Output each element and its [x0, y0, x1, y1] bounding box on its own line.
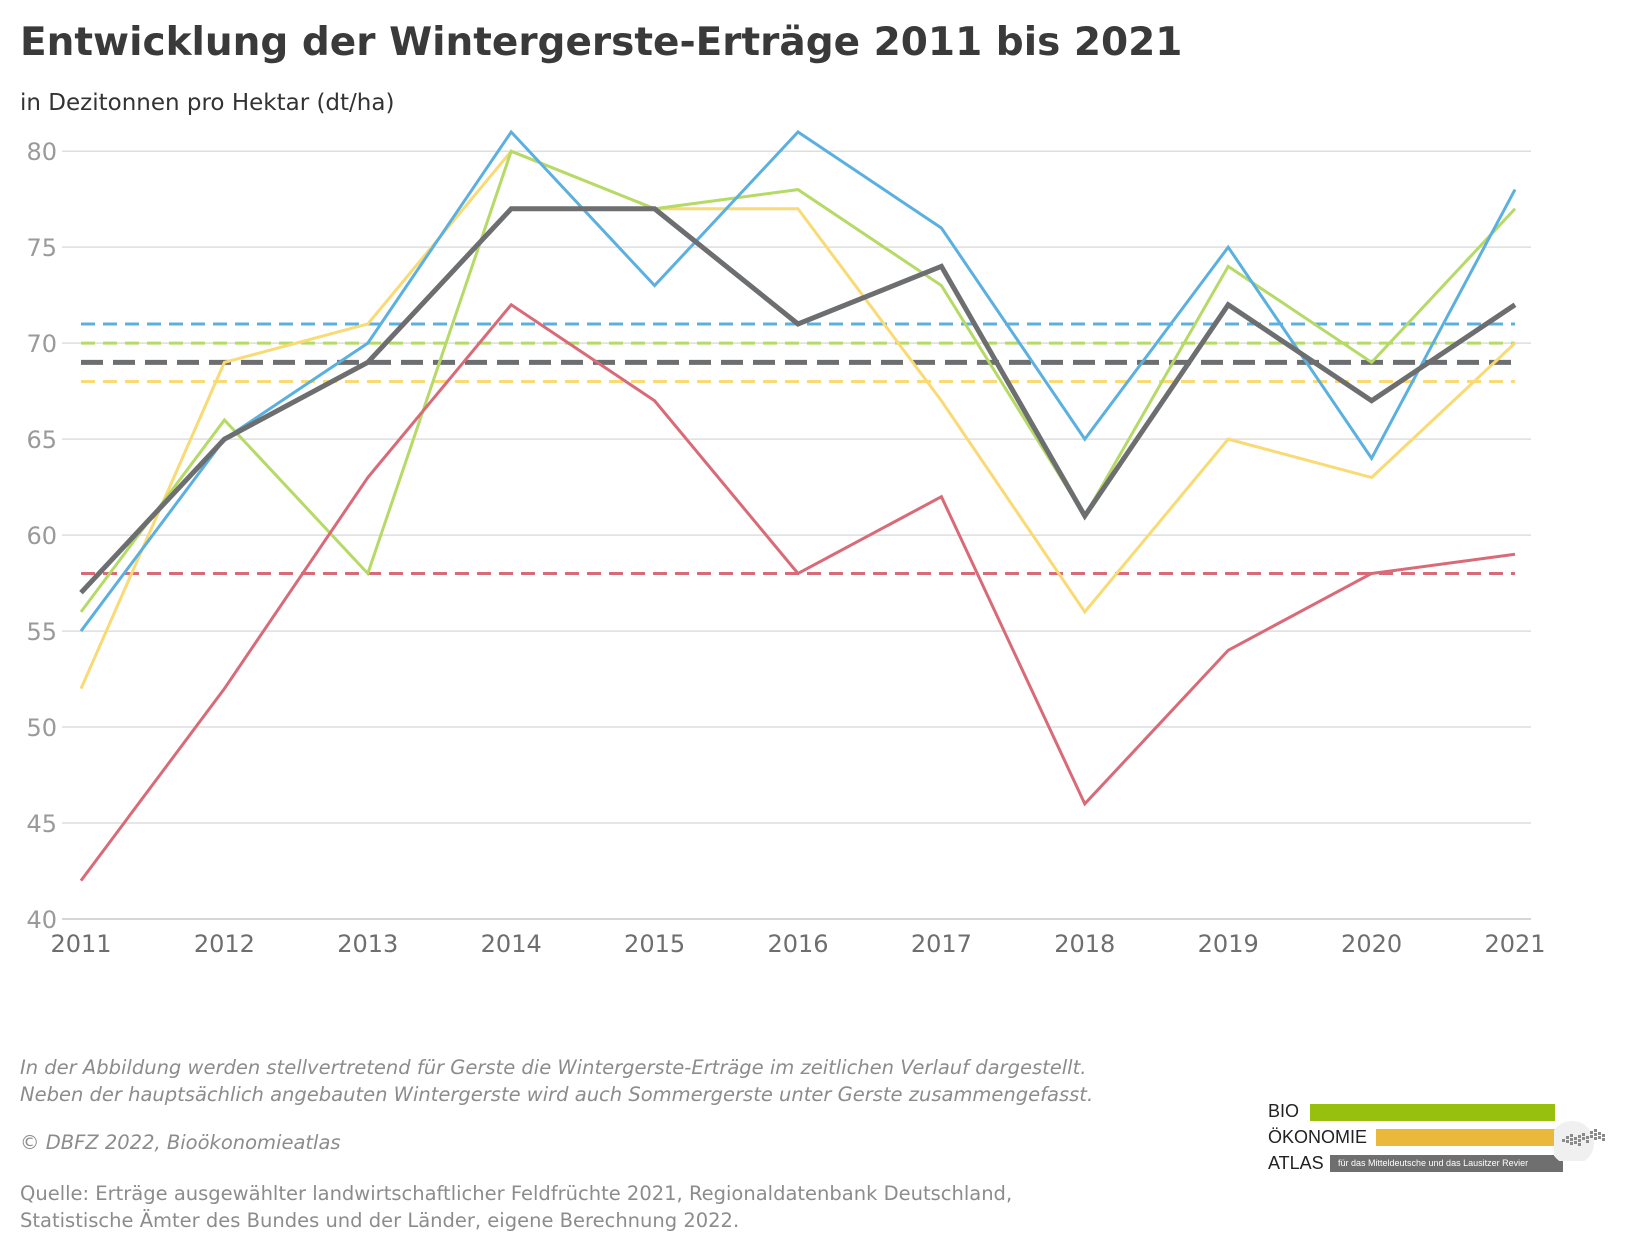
x-tick-label-2018: 2018 — [1054, 930, 1115, 958]
y-tick-label-45: 45 — [26, 810, 57, 838]
series-line-3 — [79, 302, 1516, 882]
x-tick-label-2012: 2012 — [194, 930, 255, 958]
note-line-1: In der Abbildung werden stellvertretend … — [20, 1056, 1087, 1079]
y-tick-label-55: 55 — [26, 618, 57, 646]
logo-word-bio: BIO — [1268, 1101, 1300, 1121]
logo-word-atlas: ATLAS — [1268, 1153, 1324, 1173]
chart-note: In der Abbildung werden stellvertretend … — [20, 1054, 1093, 1108]
y-tick-label-40: 40 — [26, 906, 57, 934]
logo-green-bar — [1310, 1104, 1555, 1121]
y-tick-label-50: 50 — [26, 714, 57, 742]
series-line-0 — [79, 149, 1517, 690]
source-text: Quelle: Erträge ausgewählter landwirtsch… — [20, 1180, 1012, 1234]
region-map-icon — [1554, 1121, 1605, 1161]
x-tick-label-2021: 2021 — [1484, 930, 1545, 958]
y-tick-label-65: 65 — [26, 426, 57, 454]
x-tick-label-2015: 2015 — [624, 930, 685, 958]
series-line-2 — [79, 129, 1517, 632]
bioeconomy-atlas-logo: BIO ÖKONOMIE ATLAS für das Mitteldeutsch… — [1268, 1101, 1628, 1175]
x-tick-label-2017: 2017 — [911, 930, 972, 958]
copyright-text: © DBFZ 2022, Bioökonomieatlas — [20, 1131, 341, 1154]
series-line-4 — [79, 206, 1517, 595]
x-tick-label-2011: 2011 — [50, 930, 111, 958]
x-tick-label-2019: 2019 — [1198, 930, 1259, 958]
source-line-1: Quelle: Erträge ausgewählter landwirtsch… — [20, 1182, 1013, 1205]
source-line-2: Statistische Ämter des Bundes und der Lä… — [20, 1209, 740, 1232]
x-tick-label-2020: 2020 — [1341, 930, 1402, 958]
y-tick-label-75: 75 — [26, 234, 57, 262]
x-tick-label-2016: 2016 — [767, 930, 828, 958]
line-chart: 40 45 50 55 60 65 70 75 80 2011 2012 2013 2014 2015 20… — [26, 129, 1546, 958]
chart-subtitle: in Dezitonnen pro Hektar (dt/ha) — [20, 90, 395, 116]
x-tick-label-2013: 2013 — [337, 930, 398, 958]
chart-title: Entwicklung der Wintergerste-Erträge 201… — [20, 20, 1183, 65]
series-line-1 — [79, 149, 1517, 613]
logo-tagline: für das Mitteldeutsche und das Lausitzer… — [1330, 1155, 1563, 1172]
logo-yellow-bar — [1376, 1129, 1555, 1146]
y-tick-label-70: 70 — [26, 330, 57, 358]
y-tick-label-60: 60 — [26, 522, 57, 550]
y-tick-label-80: 80 — [26, 138, 57, 166]
x-tick-label-2014: 2014 — [481, 930, 542, 958]
note-line-2: Neben der hauptsächlich angebauten Winte… — [20, 1083, 1094, 1106]
logo-word-oekonomie: ÖKONOMIE — [1268, 1127, 1368, 1147]
